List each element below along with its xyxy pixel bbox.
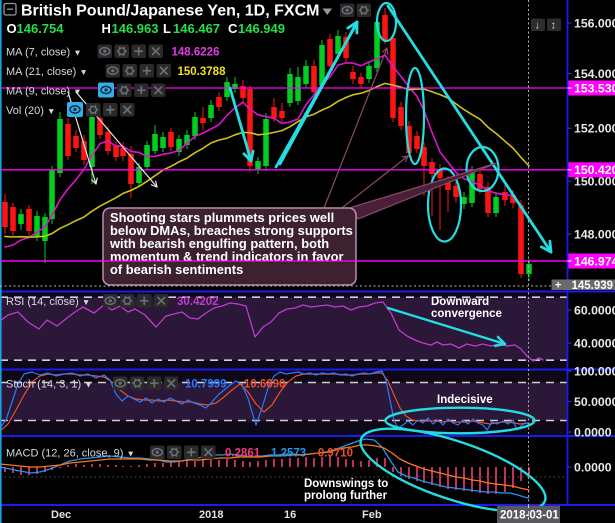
svg-text:100.000: 100.000	[574, 364, 615, 378]
svg-text:0.0000: 0.0000	[574, 460, 612, 474]
svg-text:MA (9, close) ▼: MA (9, close) ▼	[6, 86, 82, 98]
svg-text:150.420: 150.420	[574, 163, 615, 177]
svg-text:148.6226: 148.6226	[172, 47, 220, 59]
svg-text:40.0000: 40.0000	[574, 336, 615, 350]
svg-text:of bearish sentiments: of bearish sentiments	[110, 262, 243, 277]
svg-text:153.530: 153.530	[574, 81, 615, 95]
svg-text:146.467: 146.467	[173, 21, 220, 36]
svg-text:30.4202: 30.4202	[177, 296, 219, 308]
svg-text:O: O	[7, 21, 17, 36]
svg-text:-0.9710: -0.9710	[314, 448, 353, 460]
svg-text:146.754: 146.754	[17, 21, 65, 36]
svg-text:146.949: 146.949	[238, 21, 285, 36]
svg-text:RSI (14, close) ▼: RSI (14, close) ▼	[6, 296, 90, 308]
svg-text:148.000: 148.000	[574, 227, 615, 241]
svg-text:MA (21, close) ▼: MA (21, close) ▼	[6, 66, 88, 78]
svg-text:1.2573: 1.2573	[271, 448, 306, 460]
svg-text:150.3788: 150.3788	[178, 66, 227, 78]
svg-text:+: +	[555, 280, 561, 292]
svg-text:Feb: Feb	[362, 509, 382, 521]
svg-text:C: C	[228, 21, 238, 36]
svg-text:British Pound/Japanese Yen, 1D: British Pound/Japanese Yen, 1D, FXCM	[21, 3, 319, 20]
svg-text:2018: 2018	[199, 509, 223, 521]
svg-text:146.963: 146.963	[112, 21, 159, 36]
svg-text:2018-03-01: 2018-03-01	[500, 510, 559, 522]
svg-text:60.0000: 60.0000	[574, 303, 615, 317]
svg-text:↕: ↕	[551, 20, 557, 32]
svg-text:with bearish engulfing pattern: with bearish engulfing pattern, both	[109, 236, 329, 251]
svg-text:16: 16	[284, 509, 296, 521]
svg-text:Vol (20) ▼: Vol (20) ▼	[6, 105, 55, 117]
svg-text:Dec: Dec	[51, 509, 71, 521]
svg-text:Downswings to: Downswings to	[304, 478, 388, 490]
svg-text:below DMAs, breaches strong su: below DMAs, breaches strong supports	[110, 223, 353, 238]
svg-text:-10.6690: -10.6690	[240, 379, 285, 391]
svg-text:146.974: 146.974	[574, 254, 615, 268]
svg-text:Stoch (14, 3, 1) ▼: Stoch (14, 3, 1) ▼	[6, 379, 93, 391]
svg-text:Downward: Downward	[431, 296, 489, 308]
svg-text:L: L	[163, 21, 171, 36]
svg-text:Shooting stars plummets prices: Shooting stars plummets prices well	[110, 210, 334, 225]
svg-text:145.939: 145.939	[572, 280, 614, 292]
svg-text:156.000: 156.000	[574, 16, 615, 30]
svg-text:MACD (12, 26, close, 9) ▼: MACD (12, 26, close, 9) ▼	[6, 448, 135, 460]
svg-text:H: H	[102, 21, 111, 36]
svg-text:Indecisive: Indecisive	[437, 394, 493, 406]
svg-text:MA (7, close) ▼: MA (7, close) ▼	[6, 47, 82, 59]
svg-text:152.000: 152.000	[574, 122, 615, 136]
svg-text:↓: ↓	[535, 20, 541, 32]
svg-text:convergence: convergence	[431, 308, 502, 320]
svg-text:154.000: 154.000	[574, 67, 615, 81]
svg-text:10.7999: 10.7999	[185, 379, 227, 391]
svg-text:0.0000: 0.0000	[574, 425, 612, 439]
svg-text:50.0000: 50.0000	[574, 395, 615, 409]
svg-text:150.000: 150.000	[574, 175, 615, 189]
svg-text:momentum & trend indicators in: momentum & trend indicators in favor	[110, 249, 344, 264]
svg-text:prolong further: prolong further	[304, 490, 388, 502]
svg-text:0.2861: 0.2861	[225, 448, 261, 460]
